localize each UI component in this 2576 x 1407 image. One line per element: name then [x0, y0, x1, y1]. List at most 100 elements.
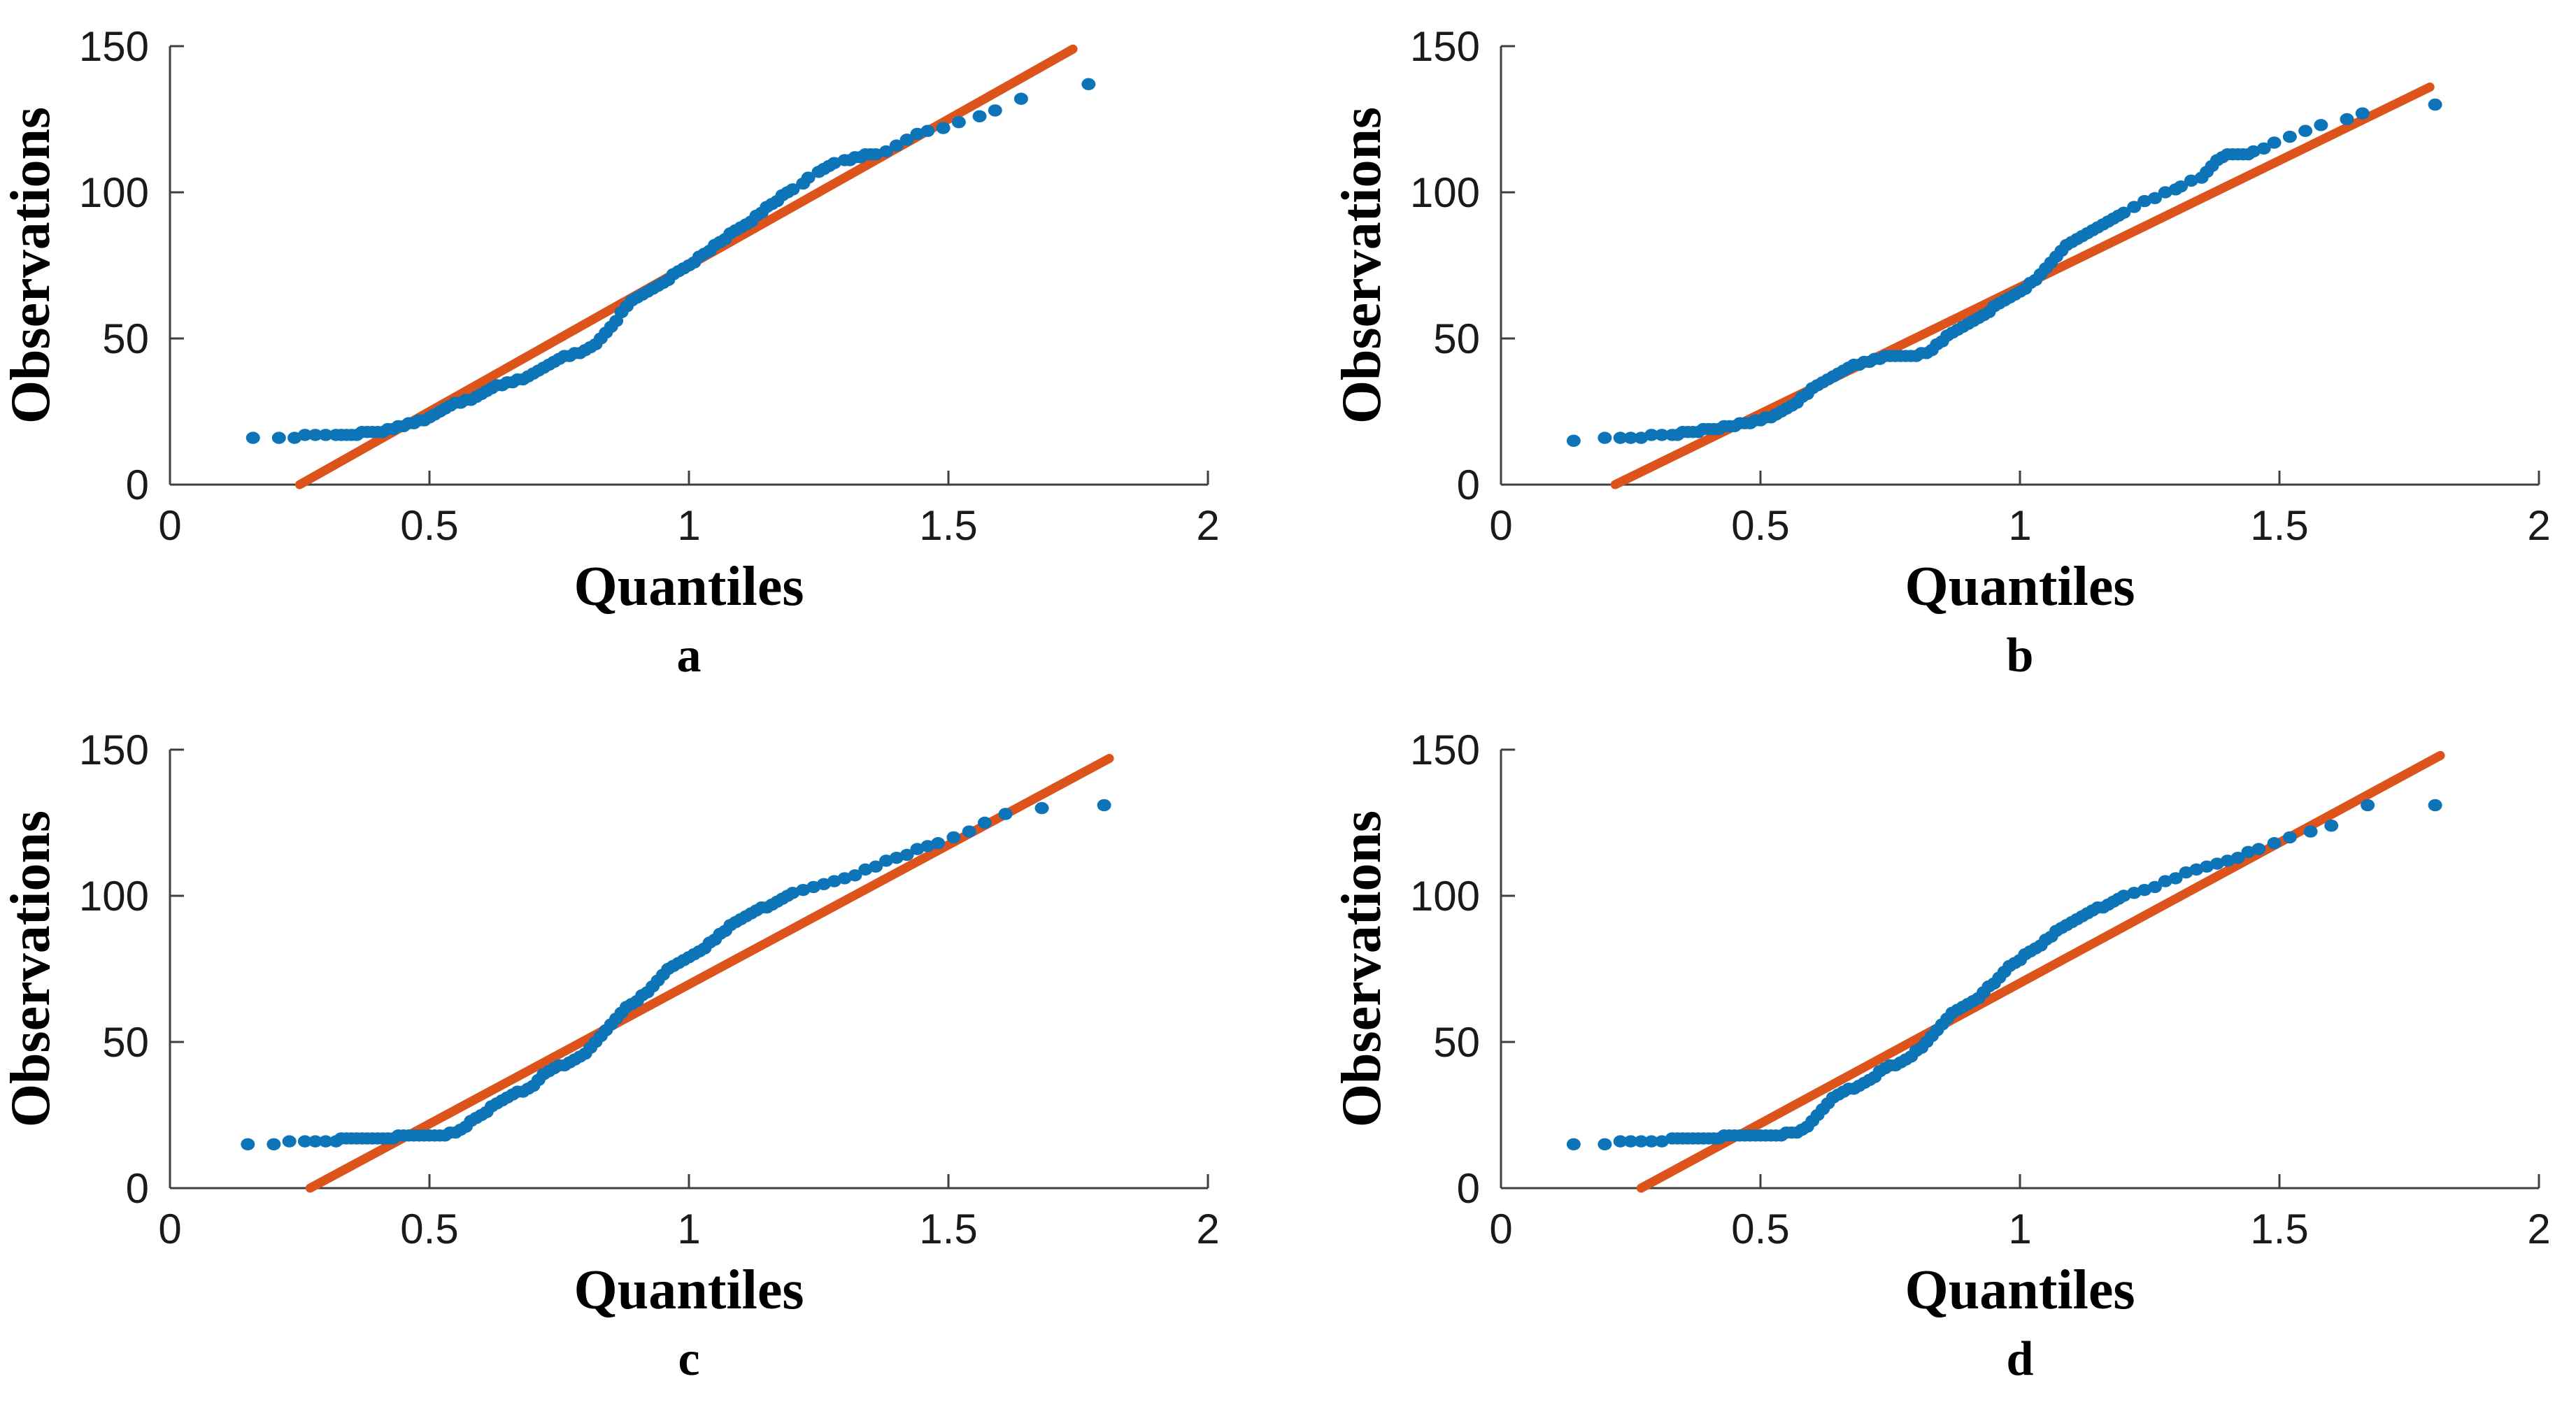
scatter-point	[2361, 799, 2375, 812]
x-tick-label: 0.5	[400, 1206, 458, 1252]
y-axis: 0 50 100 150	[79, 23, 184, 508]
x-tick-label: 1.5	[2250, 1206, 2308, 1252]
scatter-point	[1566, 1138, 1581, 1150]
y-tick-label: 50	[1433, 1019, 1480, 1066]
x-axis: 0 0.5 1 1.5 2	[158, 471, 1220, 549]
qq-chart-d: 0 50 100 150 0 0.5 1 1.5 2 Observations Quantiles d	[1331, 727, 2551, 1386]
x-tick-label: 0	[158, 502, 181, 549]
qq-chart-c: 0 50 100 150 0 0.5 1 1.5 2 Observations Quantiles c	[0, 727, 1220, 1386]
scatter-point	[2127, 201, 2142, 213]
qq-chart-a: 0 50 100 150 0 0.5 1 1.5 2 Observations Quantiles a	[0, 23, 1220, 683]
scatter-point	[2251, 843, 2266, 855]
scatter-point	[2428, 98, 2442, 111]
x-tick-label: 0.5	[1731, 1206, 1789, 1252]
panel-letter-a: a	[677, 629, 702, 683]
scatter-point	[266, 1138, 281, 1150]
scatter-point	[2230, 851, 2245, 864]
scatter-point	[899, 848, 914, 862]
x-tick-label: 1.5	[919, 502, 977, 549]
scatter-point	[2256, 142, 2271, 155]
scatter-point	[920, 124, 935, 137]
scatter-point	[2314, 119, 2328, 131]
x-tick-label: 2	[2527, 1206, 2550, 1252]
scatter-point	[848, 869, 862, 882]
y-tick-label: 100	[79, 169, 149, 216]
y-tick-label: 100	[1410, 169, 1480, 216]
x-tick-label: 0.5	[1731, 502, 1789, 549]
y-axis-title: Observations	[0, 810, 62, 1127]
scatter-point	[2428, 799, 2442, 812]
x-axis: 0 0.5 1 1.5 2	[1489, 471, 2551, 549]
scatter-point	[1634, 1135, 1649, 1148]
x-tick-label: 1	[2008, 502, 2031, 549]
x-tick-label: 0	[1489, 502, 1512, 549]
reference-line	[1636, 750, 2445, 1193]
scatter-point	[972, 110, 987, 123]
scatter-point	[2168, 872, 2183, 885]
x-axis-title: Quantiles	[1905, 1259, 2135, 1321]
scatter-point	[2340, 113, 2354, 126]
x-axis-title: Quantiles	[1905, 556, 2135, 617]
x-tick-label: 1.5	[2250, 502, 2308, 549]
y-axis: 0 50 100 150	[79, 727, 184, 1212]
scatter-point	[2303, 825, 2318, 838]
scatter-points	[1566, 98, 2442, 447]
panel-letter-c: c	[678, 1332, 699, 1386]
x-tick-label: 2	[1196, 1206, 1219, 1252]
scatter-point	[1081, 78, 1096, 91]
scatter-point	[2355, 107, 2370, 120]
scatter-point	[998, 808, 1013, 820]
scatter-point	[1034, 801, 1049, 815]
qq-plot-panel-a: 0 50 100 150 0 0.5 1 1.5 2 Observations Quantiles a	[0, 0, 1288, 704]
panel-letter-d: d	[2007, 1332, 2034, 1386]
scatter-point	[899, 134, 914, 146]
scatter-point	[878, 145, 893, 158]
scatter-point	[2174, 180, 2189, 193]
scatter-point	[245, 431, 260, 444]
qq-chart-b: 0 50 100 150 0 0.5 1 1.5 2 Observations Quantiles b	[1331, 23, 2551, 683]
scatter-point	[318, 429, 333, 441]
scatter-point	[2298, 124, 2313, 137]
scatter-point	[1013, 92, 1028, 105]
y-axis: 0 50 100 150	[1410, 23, 1515, 508]
scatter-point	[271, 431, 286, 444]
scatter-point	[2324, 819, 2339, 832]
scatter-point	[951, 115, 966, 129]
scatter-point	[946, 831, 961, 844]
scatter-point	[962, 825, 976, 838]
x-tick-label: 0	[1489, 1206, 1512, 1252]
y-tick-label: 150	[1410, 727, 1480, 773]
y-tick-label: 150	[1410, 23, 1480, 70]
scatter-point	[308, 1135, 322, 1148]
y-axis-title: Observations	[1331, 810, 1393, 1127]
scatter-point	[988, 104, 1002, 117]
x-axis-title: Quantiles	[574, 556, 804, 617]
qq-plot-panel-b: 0 50 100 150 0 0.5 1 1.5 2 Observations Quantiles b	[1288, 0, 2576, 704]
qq-plot-panel-d: 0 50 100 150 0 0.5 1 1.5 2 Observations Quantiles d	[1288, 704, 2576, 1407]
x-tick-label: 1	[677, 1206, 700, 1252]
x-axis: 0 0.5 1 1.5 2	[1489, 1174, 2551, 1252]
y-tick-label: 150	[79, 727, 149, 773]
scatter-point	[1597, 431, 1612, 444]
scatter-point	[1655, 429, 1670, 441]
scatter-point	[1613, 1135, 1628, 1148]
y-axis: 0 50 100 150	[1410, 727, 1515, 1212]
y-tick-label: 50	[102, 315, 149, 362]
scatter-point	[1623, 1135, 1638, 1148]
y-tick-label: 50	[102, 1019, 149, 1066]
scatter-point	[977, 816, 992, 829]
scatter-point	[2147, 880, 2162, 894]
x-tick-label: 0	[158, 1206, 181, 1252]
scatter-point	[241, 1138, 255, 1150]
x-axis-title: Quantiles	[574, 1259, 804, 1321]
y-axis-title: Observations	[0, 107, 62, 424]
x-tick-label: 2	[1196, 502, 1219, 549]
x-axis: 0 0.5 1 1.5 2	[158, 1174, 1220, 1252]
scatter-point	[282, 1135, 297, 1148]
reference-line	[305, 754, 1114, 1193]
qq-plot-panel-c: 0 50 100 150 0 0.5 1 1.5 2 Observations Quantiles c	[0, 704, 1288, 1407]
scatter-point	[931, 837, 946, 850]
scatter-point	[2267, 837, 2282, 850]
scatter-point	[889, 139, 904, 152]
